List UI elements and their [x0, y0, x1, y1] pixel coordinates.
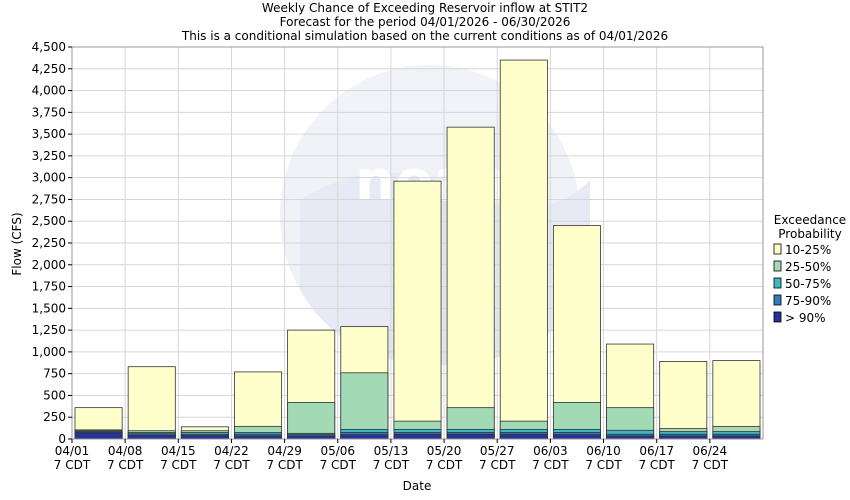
bar-10-25-6: [393, 180, 442, 440]
y-tick-label: 4,250: [32, 62, 66, 76]
bar-10-25-1: [127, 366, 176, 440]
x-tick-label: 04/01: [55, 444, 90, 458]
y-tick-label: 750: [43, 367, 66, 381]
bar-90-6: [393, 433, 442, 440]
x-tick-label: 04/15: [161, 444, 196, 458]
y-tick-label: 1,000: [32, 345, 66, 359]
x-tick-sublabel: 7 CDT: [107, 458, 144, 472]
x-tick-label: 04/22: [214, 444, 249, 458]
legend-item-label: 50-75%: [785, 277, 831, 291]
x-tick-sublabel: 7 CDT: [479, 458, 516, 472]
y-tick-label: 1,500: [32, 301, 66, 315]
bar-10-25-7: [446, 126, 495, 440]
legend-swatch: [773, 243, 782, 255]
bar-90-5: [340, 434, 389, 440]
legend-item-label: > 90%: [785, 311, 826, 325]
x-tick-label: 05/27: [480, 444, 515, 458]
legend-swatch: [773, 311, 782, 323]
bar-25-50-5: [340, 372, 389, 440]
x-tick-label: 04/29: [267, 444, 302, 458]
x-tick-sublabel: 7 CDT: [160, 458, 197, 472]
y-tick-label: 3,500: [32, 127, 66, 141]
legend-item-label: 10-25%: [785, 243, 831, 257]
legend-item-label: 75-90%: [785, 294, 831, 308]
legend-item-label: 25-50%: [785, 260, 831, 274]
x-tick-label: 05/06: [320, 444, 355, 458]
x-tick-sublabel: 7 CDT: [585, 458, 622, 472]
bar-90-0: [74, 432, 123, 440]
y-axis-label: Flow (CFS): [10, 212, 24, 275]
legend-swatch: [773, 277, 782, 289]
x-tick-label: 06/03: [533, 444, 568, 458]
x-tick-sublabel: 7 CDT: [54, 458, 91, 472]
y-tick-label: 2,750: [32, 192, 66, 206]
y-tick-label: 1,250: [32, 323, 66, 337]
bar-10-25-11: [659, 361, 708, 440]
x-tick-label: 06/17: [639, 444, 674, 458]
x-tick-label: 04/08: [108, 444, 143, 458]
x-tick-label: 05/20: [427, 444, 462, 458]
x-tick-sublabel: 7 CDT: [532, 458, 569, 472]
x-tick-label: 06/10: [586, 444, 621, 458]
chart-title-line-3: This is a conditional simulation based o…: [181, 29, 668, 43]
x-tick-label: 06/24: [693, 444, 728, 458]
bar-90-2: [180, 435, 229, 440]
y-tick-label: 3,250: [32, 149, 66, 163]
y-axis-ticks: 0 250 500 750 1,000 1,250 1,500 1,750 2,000 2,250…: [32, 40, 72, 446]
x-tick-sublabel: 7 CDT: [373, 458, 410, 472]
x-tick-sublabel: 7 CDT: [320, 458, 357, 472]
legend-title-line-2: Probability: [778, 227, 841, 241]
x-tick-label: 05/13: [374, 444, 409, 458]
bar-90-7: [446, 433, 495, 440]
bars: [74, 59, 761, 440]
y-tick-label: 500: [43, 388, 66, 402]
y-tick-label: 2,500: [32, 214, 66, 228]
y-tick-label: 250: [43, 410, 66, 424]
y-tick-label: 0: [58, 432, 66, 446]
bar-90-8: [499, 433, 548, 440]
x-tick-sublabel: 7 CDT: [213, 458, 250, 472]
x-tick-sublabel: 7 CDT: [638, 458, 675, 472]
y-tick-label: 3,000: [32, 171, 66, 185]
y-tick-label: 4,500: [32, 40, 66, 54]
legend-swatch: [773, 260, 782, 272]
x-tick-sublabel: 7 CDT: [426, 458, 463, 472]
bar-10-25-8: [499, 59, 548, 440]
x-tick-sublabel: 7 CDT: [266, 458, 303, 472]
bar-90-1: [127, 434, 176, 440]
legend-title-line-1: Exceedance: [774, 213, 846, 227]
bar-10-25-12: [712, 360, 761, 440]
x-tick-sublabel: 7 CDT: [692, 458, 729, 472]
legend: Exceedance Probability 10-25% 25-50% 50-75…: [773, 213, 846, 325]
chart-title-line-2: Forecast for the period 04/01/2026 - 06/…: [280, 15, 571, 29]
y-tick-label: 1,750: [32, 280, 66, 294]
y-tick-label: 2,250: [32, 236, 66, 250]
chart-title-line-1: Weekly Chance of Exceeding Reservoir inf…: [262, 1, 588, 15]
legend-swatch: [773, 294, 782, 306]
y-tick-label: 3,750: [32, 105, 66, 119]
x-axis-label: Date: [403, 479, 432, 493]
y-tick-label: 4,000: [32, 84, 66, 98]
y-tick-label: 2,000: [32, 258, 66, 272]
bar-90-9: [552, 434, 601, 440]
